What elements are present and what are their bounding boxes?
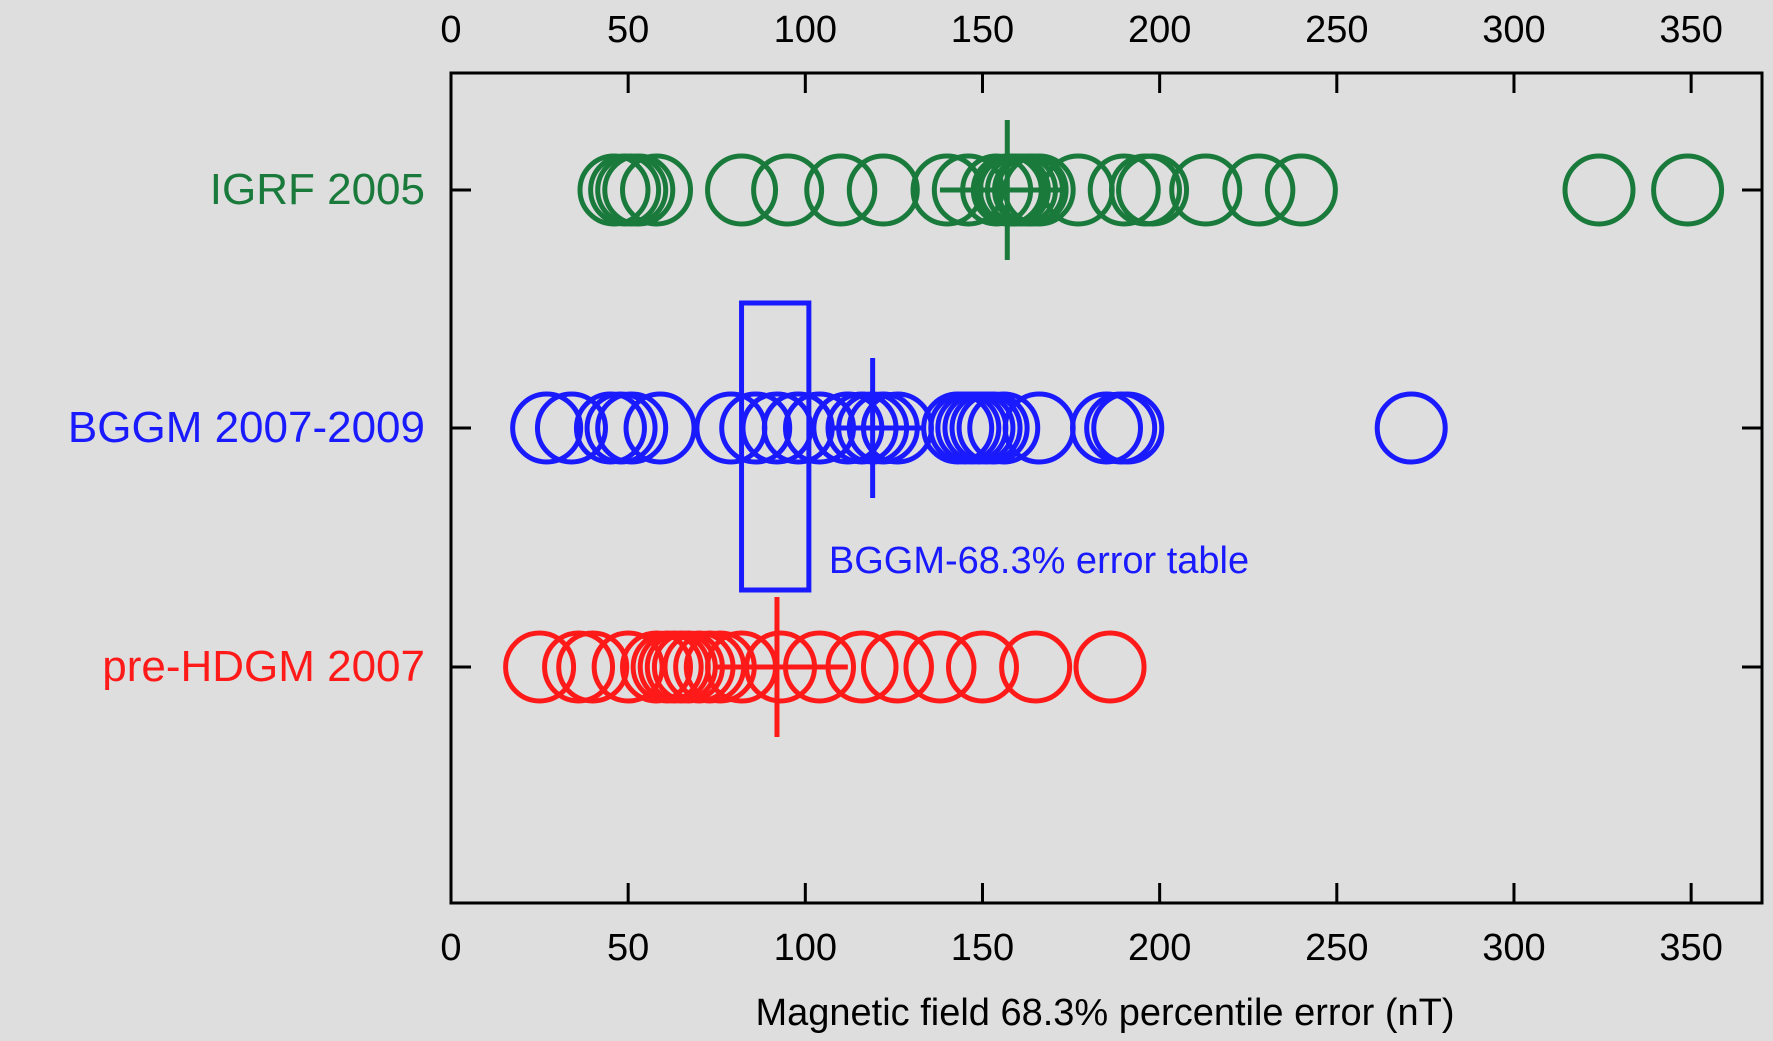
data-point <box>556 630 630 704</box>
x-tick-label-top: 50 <box>607 9 649 51</box>
data-point <box>1169 153 1243 227</box>
x-tick-label-top: 200 <box>1128 9 1191 51</box>
data-point <box>967 391 1041 465</box>
y-category-label: IGRF 2005 <box>210 165 425 214</box>
series-group <box>510 358 1448 498</box>
error-table-label: BGGM-68.3% error table <box>829 540 1249 582</box>
series-group <box>503 597 1147 737</box>
annotation-layer: BGGM-68.3% error table <box>739 300 1249 593</box>
x-tick-label-bottom: 200 <box>1128 927 1191 969</box>
data-point <box>719 391 793 465</box>
data-point <box>534 391 608 465</box>
data-point <box>999 630 1073 704</box>
data-point <box>542 630 616 704</box>
data-point <box>602 153 676 227</box>
data-point <box>1087 153 1161 227</box>
data-point <box>1084 391 1158 465</box>
data-point <box>903 630 977 704</box>
data-point <box>591 630 665 704</box>
x-tick-label-bottom: 0 <box>440 927 461 969</box>
data-point <box>1091 391 1165 465</box>
data-point <box>1116 153 1190 227</box>
data-point <box>945 630 1019 704</box>
x-tick-label-bottom: 250 <box>1305 927 1368 969</box>
x-tick-label-bottom: 100 <box>774 927 837 969</box>
data-point <box>804 153 878 227</box>
x-axis-title: Magnetic field 68.3% percentile error (n… <box>755 992 1454 1034</box>
series-group <box>577 120 1725 260</box>
x-tick-label-bottom: 300 <box>1482 927 1545 969</box>
x-tick-label-top: 100 <box>774 9 837 51</box>
data-point <box>1070 391 1143 465</box>
x-tick-label-top: 350 <box>1659 9 1722 51</box>
data-point <box>510 391 584 465</box>
x-tick-label-bottom: 150 <box>951 927 1014 969</box>
data-point <box>705 153 779 227</box>
data-point <box>620 153 694 227</box>
y-category-label: pre-HDGM 2007 <box>102 642 425 691</box>
data-point <box>1264 153 1338 227</box>
error-table-box <box>739 300 812 593</box>
x-tick-label-bottom: 350 <box>1659 927 1722 969</box>
data-point <box>623 391 697 465</box>
data-point <box>1073 630 1147 704</box>
x-axis-top: 0 50 100 150 200 250 300 350 <box>440 9 1723 93</box>
x-axis-bottom: 0 50 100 150 200 250 300 350 <box>440 883 1723 969</box>
x-tick-label-top: 300 <box>1482 9 1545 51</box>
data-point <box>1374 391 1448 465</box>
y-category-label: BGGM 2007-2009 <box>68 403 425 452</box>
data-point <box>1562 153 1636 227</box>
plot-frame <box>449 71 1764 905</box>
x-tick-label-bottom: 50 <box>607 927 649 969</box>
data-point <box>1222 153 1296 227</box>
x-tick-label-top: 0 <box>440 9 461 51</box>
plot-border <box>449 71 1764 905</box>
x-tick-label-top: 250 <box>1305 9 1368 51</box>
y-axis: IGRF 2005 BGGM 2007-2009 pre-HDGM 2007 <box>68 165 1762 691</box>
x-tick-label-top: 150 <box>951 9 1014 51</box>
data-point <box>503 630 577 704</box>
data-point <box>595 391 669 465</box>
series-layer <box>503 120 1725 737</box>
data-point <box>1651 153 1725 227</box>
data-point <box>860 630 934 704</box>
data-point <box>846 153 920 227</box>
data-point <box>751 153 825 227</box>
